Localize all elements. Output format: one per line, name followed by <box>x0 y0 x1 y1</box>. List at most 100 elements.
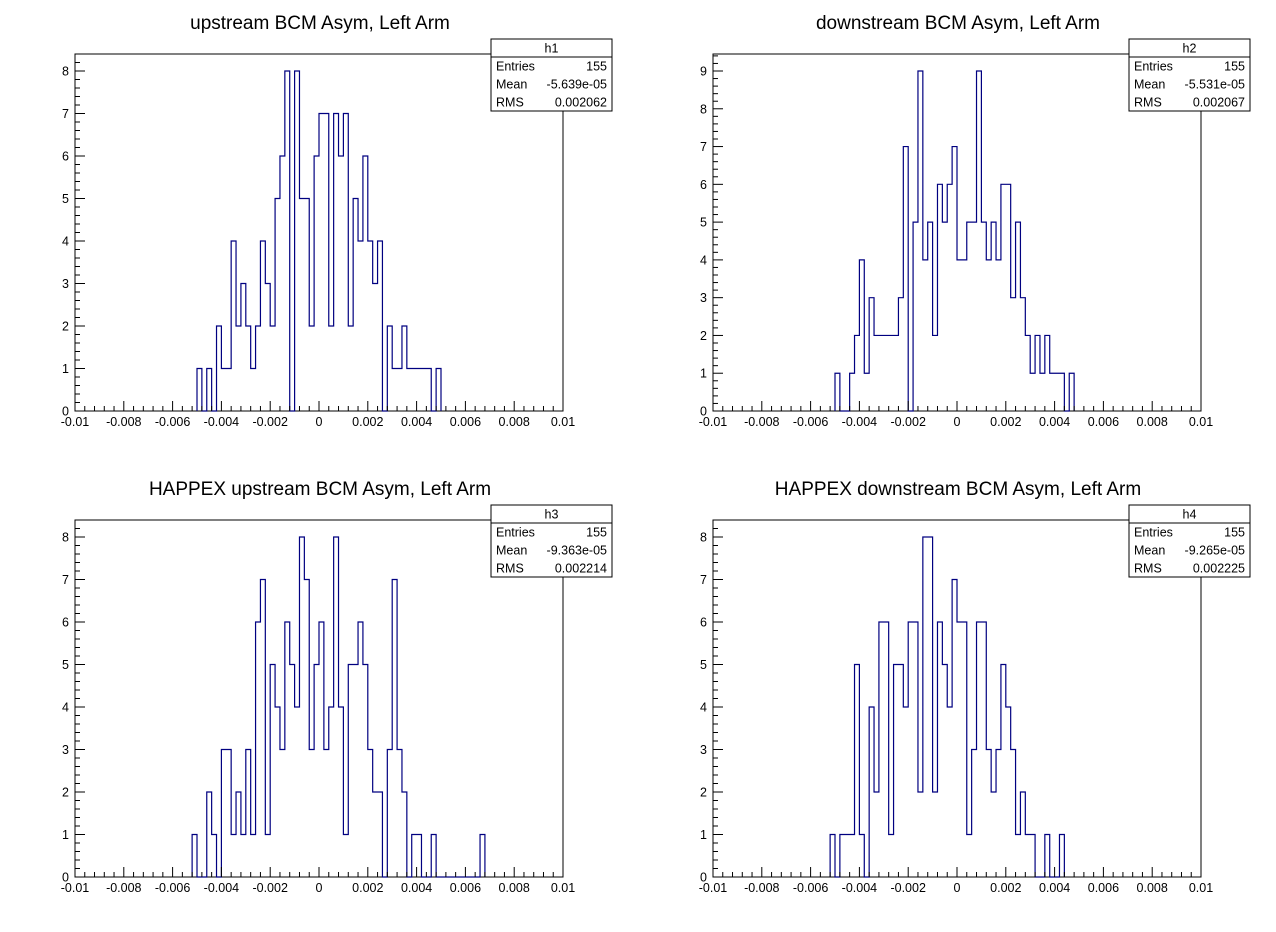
x-tick-label: -0.004 <box>842 415 877 429</box>
x-tick-label: -0.002 <box>252 415 287 429</box>
y-tick-label: 4 <box>700 701 707 715</box>
y-tick-label: 7 <box>62 573 69 587</box>
y-tick-label: 5 <box>700 216 707 230</box>
x-tick-label: 0 <box>316 881 323 895</box>
plot-frame <box>74 53 564 412</box>
y-tick-label: 1 <box>700 828 707 842</box>
histogram-pad-1: upstream BCM Asym, Left Arm -0.01 -0.008 -0… <box>0 0 638 466</box>
stats-label: Mean <box>1134 544 1165 558</box>
stats-box: h3 Entries 155 Mean -9.363e-05 RMS 0.002214 <box>490 504 613 578</box>
x-tick-label: -0.008 <box>106 415 141 429</box>
y-tick-label: 2 <box>700 786 707 800</box>
x-tick-label: 0.004 <box>401 881 432 895</box>
x-tick-label: 0.006 <box>450 415 481 429</box>
stats-value: 0.002067 <box>1193 96 1245 110</box>
stats-value: -5.531e-05 <box>1185 78 1246 92</box>
histogram-line <box>834 70 1075 412</box>
stats-box-frame <box>490 38 613 112</box>
x-tick-label: 0.008 <box>499 881 530 895</box>
histogram-pad-3: HAPPEX upstream BCM Asym, Left Arm -0.01 -… <box>0 466 638 932</box>
y-tick-label: 8 <box>700 531 707 545</box>
stats-label: RMS <box>496 562 524 576</box>
chart-title: upstream BCM Asym, Left Arm <box>190 13 450 34</box>
x-tick-label: 0.01 <box>1189 881 1213 895</box>
x-tick-label: 0 <box>954 415 961 429</box>
histogram-3: HAPPEX upstream BCM Asym, Left Arm -0.01 -… <box>61 479 613 895</box>
y-tick-label: 7 <box>62 107 69 121</box>
x-tick-label: 0.01 <box>1189 415 1213 429</box>
y-tick-label: 5 <box>62 192 69 206</box>
y-tick-label: 0 <box>700 871 707 885</box>
y-tick-label: 6 <box>62 616 69 630</box>
stats-box-name: h3 <box>545 508 559 522</box>
y-tick-label: 2 <box>700 329 707 343</box>
y-tick-label: 3 <box>700 291 707 305</box>
y-tick-label: 8 <box>62 531 69 545</box>
x-tick-label: 0.008 <box>1137 415 1168 429</box>
stats-value: 0.002225 <box>1193 562 1245 576</box>
histogram-2: downstream BCM Asym, Left Arm -0.01 -0.008… <box>699 13 1251 429</box>
stats-label: Entries <box>496 526 535 540</box>
stats-value: 155 <box>1224 526 1245 540</box>
y-tick-label: 4 <box>700 253 707 267</box>
plot-frame <box>712 519 1202 878</box>
y-tick-label: 6 <box>62 150 69 164</box>
x-tick-label: -0.006 <box>793 415 828 429</box>
x-tick-label: -0.004 <box>204 415 239 429</box>
stats-value: -5.639e-05 <box>547 78 608 92</box>
y-tick-label: 0 <box>62 405 69 419</box>
x-tick-label: 0.006 <box>1088 881 1119 895</box>
y-tick-label: 3 <box>700 743 707 757</box>
stats-label: Mean <box>496 544 527 558</box>
stats-value: 0.002214 <box>555 562 607 576</box>
x-tick-label: 0.008 <box>1137 881 1168 895</box>
stats-box-name: h4 <box>1183 508 1197 522</box>
chart-title: HAPPEX downstream BCM Asym, Left Arm <box>775 479 1141 500</box>
stats-label: RMS <box>496 96 524 110</box>
stats-label: Entries <box>1134 60 1173 74</box>
x-tick-label: 0.008 <box>499 415 530 429</box>
stats-value: 0.002062 <box>555 96 607 110</box>
stats-label: Entries <box>1134 526 1173 540</box>
stats-label: RMS <box>1134 562 1162 576</box>
x-tick-label: -0.01 <box>61 881 90 895</box>
y-tick-label: 7 <box>700 573 707 587</box>
chart-title: HAPPEX upstream BCM Asym, Left Arm <box>149 479 491 500</box>
x-tick-label: -0.01 <box>61 415 90 429</box>
x-tick-label: -0.004 <box>204 881 239 895</box>
stats-value: 155 <box>586 60 607 74</box>
stats-box: h4 Entries 155 Mean -9.265e-05 RMS 0.002225 <box>1128 504 1251 578</box>
y-tick-label: 1 <box>700 367 707 381</box>
stats-box-frame <box>490 504 613 578</box>
x-tick-label: -0.004 <box>842 881 877 895</box>
x-tick-label: 0.002 <box>990 881 1021 895</box>
y-tick-label: 0 <box>700 405 707 419</box>
stats-box: h1 Entries 155 Mean -5.639e-05 RMS 0.002062 <box>490 38 613 112</box>
y-tick-label: 5 <box>700 658 707 672</box>
stats-value: -9.363e-05 <box>547 544 608 558</box>
stats-box: h2 Entries 155 Mean -5.531e-05 RMS 0.002067 <box>1128 38 1251 112</box>
x-tick-label: 0.006 <box>1088 415 1119 429</box>
x-tick-label: 0.01 <box>551 415 575 429</box>
plot-frame <box>74 519 564 878</box>
stats-label: Mean <box>1134 78 1165 92</box>
y-tick-label: 3 <box>62 277 69 291</box>
x-tick-label: -0.002 <box>890 415 925 429</box>
histogram-pad-4: HAPPEX downstream BCM Asym, Left Arm -0.0… <box>638 466 1276 932</box>
histogram-line <box>196 70 442 412</box>
y-tick-label: 0 <box>62 871 69 885</box>
stats-box-name: h2 <box>1183 42 1197 56</box>
histogram-line <box>191 536 486 878</box>
y-tick-label: 5 <box>62 658 69 672</box>
x-tick-label: -0.006 <box>793 881 828 895</box>
stats-label: RMS <box>1134 96 1162 110</box>
x-tick-label: 0.006 <box>450 881 481 895</box>
x-tick-label: -0.006 <box>155 881 190 895</box>
y-tick-label: 9 <box>700 65 707 79</box>
y-tick-label: 2 <box>62 786 69 800</box>
x-tick-label: 0.004 <box>1039 881 1070 895</box>
stats-value: 155 <box>586 526 607 540</box>
histogram-line <box>829 536 1065 878</box>
x-tick-label: -0.01 <box>699 881 728 895</box>
x-tick-label: -0.002 <box>252 881 287 895</box>
